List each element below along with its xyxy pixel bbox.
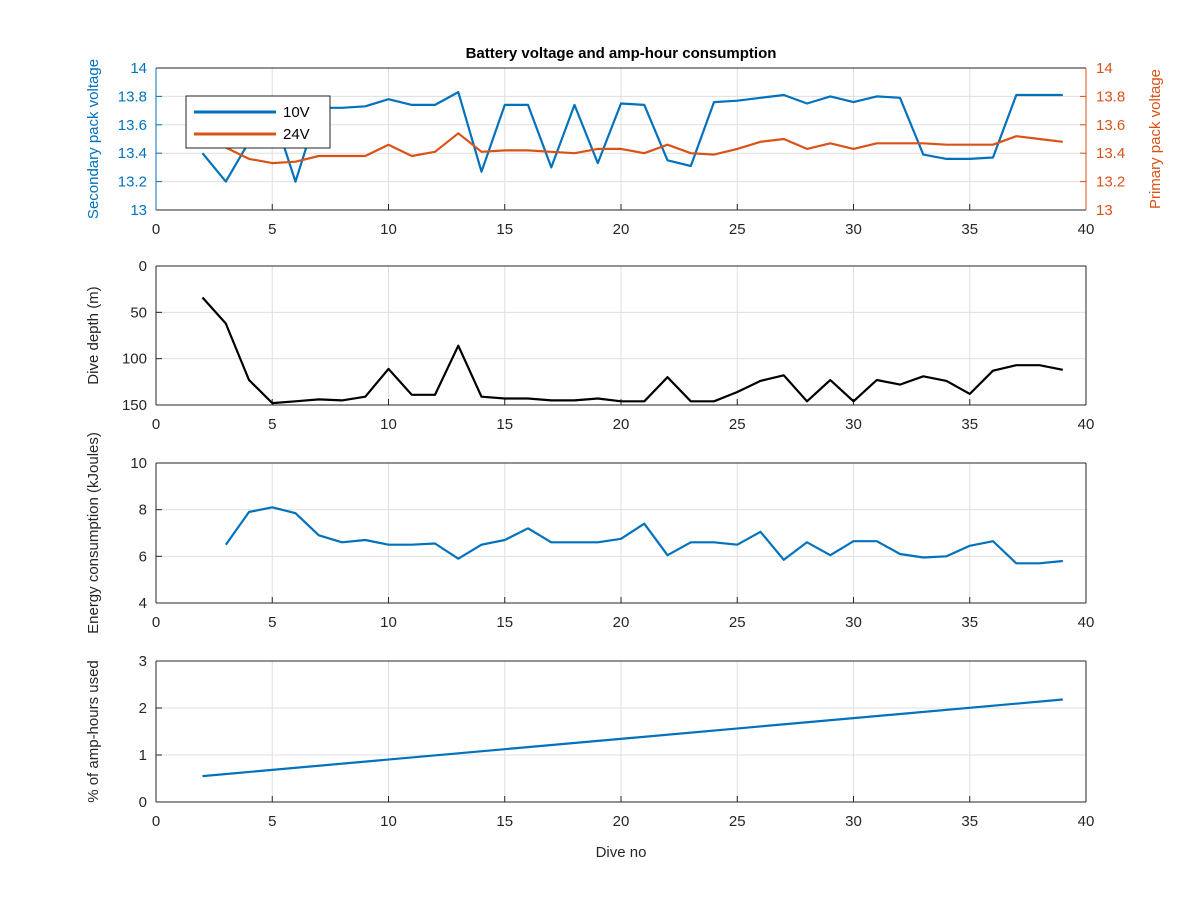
y-right-tick-label: 13.4 — [1096, 145, 1125, 162]
y-tick-label: 10 — [130, 455, 147, 472]
x-tick-label: 10 — [380, 614, 397, 631]
x-tick-label: 35 — [961, 221, 978, 238]
y-axis-label: Energy consumption (kJoules) — [85, 432, 102, 634]
x-tick-label: 35 — [961, 416, 978, 433]
x-tick-label: 15 — [496, 614, 513, 631]
chart-title: Battery voltage and amp-hour consumption — [466, 45, 777, 62]
x-tick-label: 25 — [729, 416, 746, 433]
x-axis-label: Dive no — [596, 844, 647, 861]
y-tick-label: 150 — [122, 397, 147, 414]
y-right-tick-label: 13.6 — [1096, 117, 1125, 134]
subplot-3: 0 5 10 15 20 25 30 35 40 4 6 8 10 Energy consumption … — [85, 432, 1094, 634]
x-tick-label: 35 — [961, 813, 978, 830]
x-tick-label: 15 — [496, 813, 513, 830]
x-tick-label: 25 — [729, 614, 746, 631]
x-tick-label: 40 — [1078, 813, 1095, 830]
x-tick-label: 25 — [729, 813, 746, 830]
x-tick-label: 40 — [1078, 221, 1095, 238]
x-tick-label: 20 — [613, 416, 630, 433]
y-tick-label: 13.6 — [118, 117, 147, 134]
y-right-tick-label: 13.8 — [1096, 88, 1125, 105]
subplot-2: 0 5 10 15 20 25 30 35 40 0 50 100 150 Dive depth (m) — [85, 258, 1094, 433]
x-tick-label: 5 — [268, 221, 276, 238]
x-tick-label: 0 — [152, 221, 160, 238]
y-axis-label: Dive depth (m) — [85, 286, 102, 384]
y-axis-label: Secondary pack voltage — [85, 59, 102, 219]
y-tick-label: 2 — [139, 700, 147, 717]
x-tick-label: 10 — [380, 813, 397, 830]
y-right-tick-label: 13 — [1096, 202, 1113, 219]
series-line-1 — [202, 698, 1063, 778]
y-right-axis-label: Primary pack voltage — [1147, 69, 1164, 209]
x-tick-label: 15 — [496, 221, 513, 238]
x-tick-label: 0 — [152, 416, 160, 433]
y-tick-label: 13.4 — [118, 145, 147, 162]
x-tick-label: 25 — [729, 221, 746, 238]
legend-label-24v: 24V — [283, 126, 310, 143]
subplot-1: 0 5 10 15 20 25 30 35 401313.213.413.613.8141313… — [85, 45, 1164, 238]
y-tick-label: 8 — [139, 502, 147, 519]
x-tick-label: 20 — [613, 614, 630, 631]
x-tick-label: 30 — [845, 416, 862, 433]
y-tick-label: 13.2 — [118, 174, 147, 191]
x-tick-label: 20 — [613, 221, 630, 238]
x-tick-label: 5 — [268, 614, 276, 631]
y-tick-label: 0 — [139, 258, 147, 275]
y-tick-label: 3 — [139, 653, 147, 670]
legend-box — [185, 95, 331, 149]
x-tick-label: 0 — [152, 813, 160, 830]
x-tick-label: 15 — [496, 416, 513, 433]
x-tick-label: 40 — [1078, 614, 1095, 631]
subplot-4: 0 5 10 15 20 25 30 35 40 0 1 2 3 % of amp-hours used D… — [85, 653, 1094, 861]
x-tick-label: 40 — [1078, 416, 1095, 433]
x-tick-label: 35 — [961, 614, 978, 631]
subplots: 0 5 10 15 20 25 30 35 401313.213.413.613.8141313… — [85, 45, 1164, 861]
x-tick-label: 5 — [268, 813, 276, 830]
series-line-10v — [201, 90, 1063, 183]
x-tick-label: 20 — [613, 813, 630, 830]
legend-label-10v: 10V — [283, 104, 310, 121]
y-axis-label: % of amp-hours used — [85, 660, 102, 803]
x-tick-label: 5 — [268, 416, 276, 433]
x-tick-label: 30 — [845, 221, 862, 238]
y-tick-label: 0 — [139, 794, 147, 811]
y-tick-label: 13.8 — [118, 88, 147, 105]
x-tick-label: 30 — [845, 813, 862, 830]
y-tick-label: 14 — [130, 60, 147, 77]
y-tick-label: 13 — [130, 202, 147, 219]
y-tick-label: 4 — [139, 595, 147, 612]
x-tick-label: 10 — [380, 221, 397, 238]
y-tick-label: 50 — [130, 304, 147, 321]
y-right-tick-label: 13.2 — [1096, 174, 1125, 191]
y-right-tick-label: 14 — [1096, 60, 1113, 77]
series-line-24v — [202, 132, 1063, 165]
y-tick-label: 6 — [139, 548, 147, 565]
x-tick-label: 30 — [845, 614, 862, 631]
series-line-1 — [224, 506, 1063, 565]
y-tick-label: 1 — [139, 747, 147, 764]
series-line-1 — [201, 296, 1064, 405]
x-tick-label: 10 — [380, 416, 397, 433]
y-tick-label: 100 — [122, 351, 147, 368]
x-tick-label: 0 — [152, 614, 160, 631]
